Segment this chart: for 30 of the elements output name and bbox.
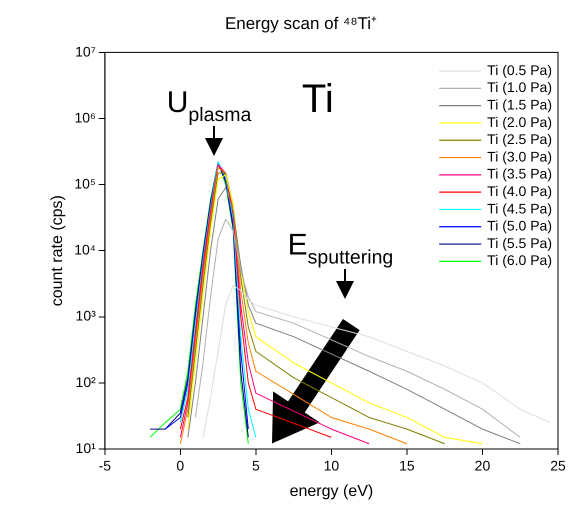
y-tick-label: 10⁵	[74, 175, 96, 192]
y-axis-title: count rate (cps)	[49, 195, 66, 306]
y-tick-label: 10⁷	[75, 43, 96, 60]
y-tick-label: 10⁶	[74, 109, 96, 126]
x-tick-label: 15	[399, 457, 415, 474]
y-tick-label: 10²	[76, 374, 96, 390]
x-tick-label: 10	[324, 457, 340, 474]
legend-label: Ti (3.5 Pa)	[487, 166, 552, 182]
legend-label: Ti (2.5 Pa)	[487, 131, 552, 148]
annotation: Ti	[302, 76, 334, 121]
x-tick-label: 5	[252, 457, 260, 474]
legend-label: Ti (4.0 Pa)	[487, 183, 552, 200]
x-tick-label: 25	[550, 457, 566, 474]
y-tick-label: 10³	[76, 308, 96, 324]
x-tick-label: 20	[474, 457, 490, 474]
chart-title: Energy scan of ⁴⁸Ti⁺	[224, 14, 378, 33]
legend-label: Ti (5.5 Pa)	[487, 234, 552, 251]
legend-label: Ti (2.0 Pa)	[487, 114, 552, 130]
y-tick-label: 10¹	[76, 440, 96, 456]
legend-label: Ti (6.0 Pa)	[487, 252, 552, 268]
legend-label: Ti (4.5 Pa)	[487, 200, 552, 216]
legend-label: Ti (0.5 Pa)	[487, 62, 552, 78]
y-tick-label: 10⁴	[74, 242, 96, 258]
legend-label: Ti (1.5 Pa)	[487, 96, 552, 113]
x-tick-label: -5	[98, 457, 112, 474]
x-axis-title: energy (eV)	[290, 482, 374, 500]
legend-label: Ti (1.0 Pa)	[487, 79, 552, 96]
legend-label: Ti (5.0 Pa)	[487, 218, 552, 234]
legend-label: Ti (3.0 Pa)	[487, 148, 552, 164]
x-tick-label: 0	[176, 457, 184, 474]
